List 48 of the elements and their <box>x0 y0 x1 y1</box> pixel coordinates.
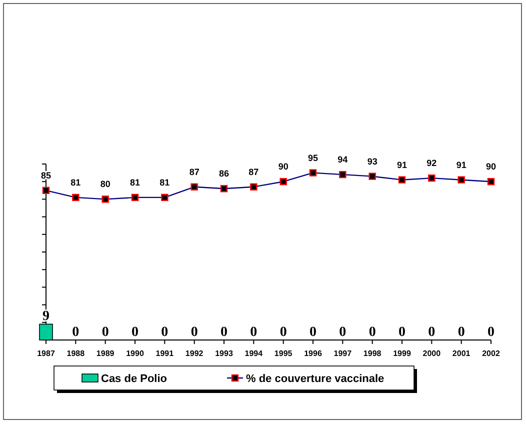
data-label: 0 <box>458 325 465 340</box>
x-tick-label: 2000 <box>422 349 442 358</box>
x-tick-label: 1988 <box>66 349 86 358</box>
data-label: 0 <box>310 325 316 340</box>
data-label: 81 <box>70 177 81 188</box>
x-tick-label: 1996 <box>304 349 322 358</box>
x-tick-label: 1998 <box>363 349 382 358</box>
data-label: 91 <box>456 160 466 170</box>
data-label: 0 <box>280 325 287 340</box>
x-tick-label: 2002 <box>482 349 500 358</box>
data-label: 90 <box>486 162 496 172</box>
data-label: 0 <box>368 325 376 340</box>
data-label: 87 <box>248 166 259 177</box>
data-label: 0 <box>72 325 80 340</box>
data-label: 86 <box>218 168 230 179</box>
data-label: 91 <box>396 160 408 170</box>
data-label: 81 <box>130 177 140 188</box>
data-label: 0 <box>488 325 494 340</box>
data-label: 0 <box>428 325 436 340</box>
data-label: 92 <box>426 158 437 168</box>
data-label: 0 <box>161 325 168 340</box>
data-label: 0 <box>190 325 198 340</box>
data-label: 0 <box>102 325 109 340</box>
legend-label: % de couverture vaccinale <box>246 373 384 385</box>
x-tick-label: 1999 <box>393 349 412 358</box>
x-tick-label: 1992 <box>185 349 204 358</box>
x-tick-label: 1990 <box>126 349 144 358</box>
x-tick-label: 1993 <box>215 349 234 358</box>
data-label: 94 <box>338 154 348 165</box>
data-label: 90 <box>278 162 288 172</box>
x-tick-label: 1991 <box>156 349 174 358</box>
x-tick-label: 1994 <box>244 349 264 358</box>
data-label: 93 <box>367 156 378 166</box>
legend-label: Cas de Polio <box>101 373 168 385</box>
data-label: 81 <box>160 177 170 188</box>
data-label: 0 <box>220 325 228 340</box>
x-tick-label: 1989 <box>96 349 115 358</box>
data-label: 0 <box>132 325 138 340</box>
data-label: 80 <box>100 179 110 190</box>
data-label: 0 <box>250 325 258 340</box>
data-label: 0 <box>339 325 346 340</box>
data-label: 87 <box>189 166 200 177</box>
data-label: 95 <box>308 152 318 163</box>
x-tick-label: 2001 <box>452 349 471 358</box>
x-tick-label: 1995 <box>274 349 293 358</box>
x-tick-label: 1997 <box>334 349 352 358</box>
data-label: 0 <box>398 325 406 340</box>
x-tick-label: 1987 <box>37 349 56 358</box>
